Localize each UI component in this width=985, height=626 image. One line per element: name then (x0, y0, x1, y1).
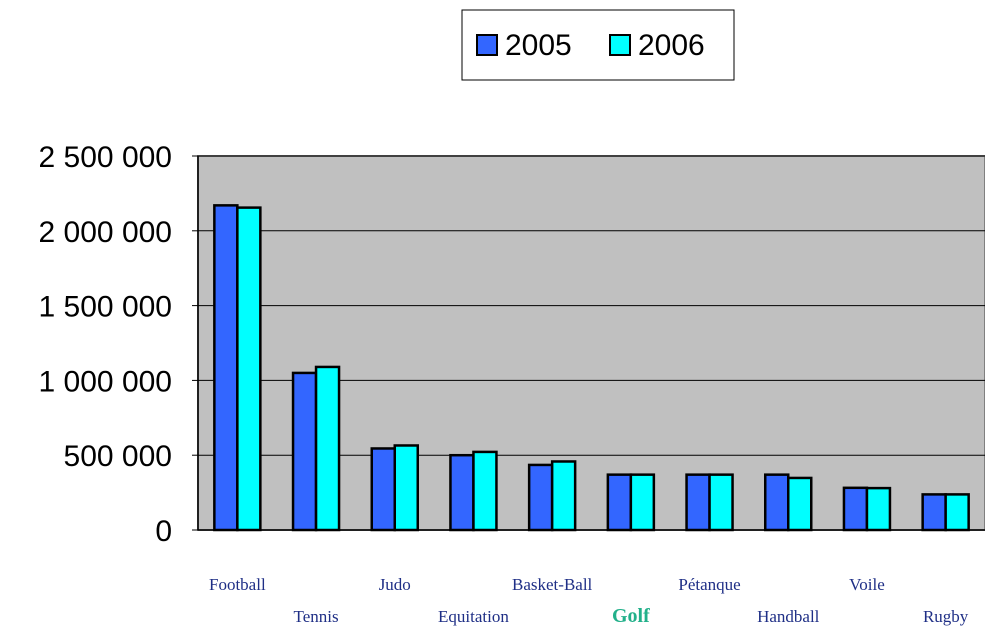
x-tick-label: Rugby (923, 607, 969, 626)
bar-2005-p-tanque (685, 473, 711, 532)
y-tick-label: 0 (155, 515, 172, 548)
bar-2005-football (213, 204, 239, 532)
bar-2005-handball (764, 473, 790, 532)
bar-2006-rugby (944, 493, 970, 532)
y-tick-label: 2 500 000 (39, 141, 172, 174)
x-tick-label: Tennis (294, 607, 339, 626)
legend-label-2006: 2006 (638, 29, 705, 62)
bar-2006-golf (629, 473, 656, 532)
legend-swatch-2006 (609, 34, 631, 56)
legend-swatch-2005 (476, 34, 498, 56)
bar-2006-football (236, 206, 262, 532)
x-tick-label: Handball (757, 607, 820, 626)
x-tick-label: Voile (849, 575, 885, 594)
y-tick-label: 2 000 000 (39, 216, 172, 249)
legend: 2005 2006 (461, 9, 735, 81)
bar-2005-rugby (921, 493, 947, 532)
bar-2006-equitation (472, 450, 498, 532)
x-tick-label: Judo (379, 575, 411, 594)
bar-2005-golf (606, 473, 633, 532)
bar-2006-tennis (314, 365, 341, 532)
bar-2005-basket-ball (527, 463, 554, 532)
bar-2006-handball (787, 476, 813, 532)
bar-2006-basket-ball (550, 460, 577, 532)
bar-2005-judo (370, 447, 396, 532)
x-tick-label: Basket-Ball (512, 575, 593, 594)
bar-2005-tennis (291, 371, 318, 532)
legend-box (461, 9, 735, 81)
bar-2006-voile (865, 486, 892, 532)
x-tick-label: Equitation (438, 607, 509, 626)
y-tick-label: 1 500 000 (39, 291, 172, 324)
bar-2005-equitation (449, 453, 475, 532)
y-tick-label: 1 000 000 (39, 365, 172, 398)
x-tick-label: Pétanque (678, 575, 740, 594)
bar-2006-p-tanque (708, 473, 734, 532)
plot-area: 0 500 000 1 000 000 1 500 000 2 000 000 2 500… (39, 141, 985, 626)
bar-2006-judo (393, 444, 419, 532)
x-tick-label: Football (209, 575, 266, 594)
y-tick-label: 500 000 (64, 440, 172, 473)
bar-2005-voile (842, 486, 869, 532)
legend-label-2005: 2005 (505, 29, 572, 62)
x-tick-label: Golf (612, 605, 650, 626)
